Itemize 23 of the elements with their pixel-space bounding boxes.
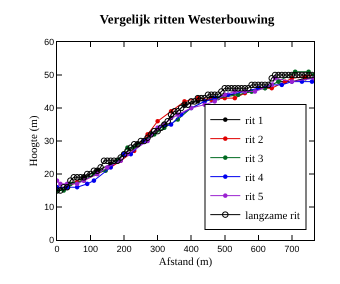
x-tick-label: 600 xyxy=(250,244,266,254)
x-tick-label: 100 xyxy=(83,244,98,254)
y-tick-label: 40 xyxy=(44,103,54,114)
legend-label: rit 1 xyxy=(245,114,264,127)
x-tick-label: 400 xyxy=(184,244,199,254)
y-tick-label: 0 xyxy=(49,235,54,246)
y-tick-label: 50 xyxy=(44,70,54,80)
x-tick-label: 700 xyxy=(284,244,300,254)
y-tick-label: 60 xyxy=(44,37,54,48)
y-tick-label: 10 xyxy=(44,202,54,212)
y-tick-label: 20 xyxy=(44,169,54,180)
x-tick-label: 200 xyxy=(116,244,132,254)
y-tick-label: 30 xyxy=(44,136,54,146)
legend-label: rit 5 xyxy=(245,190,264,203)
y-axis-title: Hoogte (m) xyxy=(28,115,40,167)
legend-label: rit 2 xyxy=(245,134,264,146)
legend-label: langzame rit xyxy=(245,210,300,222)
chart-title: Vergelijk ritten Westerbouwing xyxy=(100,11,275,26)
legend-label: rit 4 xyxy=(245,172,264,184)
legend-label: rit 3 xyxy=(245,152,264,165)
x-tick-label: 500 xyxy=(217,244,232,254)
x-axis-title: Afstand (m) xyxy=(158,256,213,268)
x-tick-label: 300 xyxy=(150,244,166,254)
